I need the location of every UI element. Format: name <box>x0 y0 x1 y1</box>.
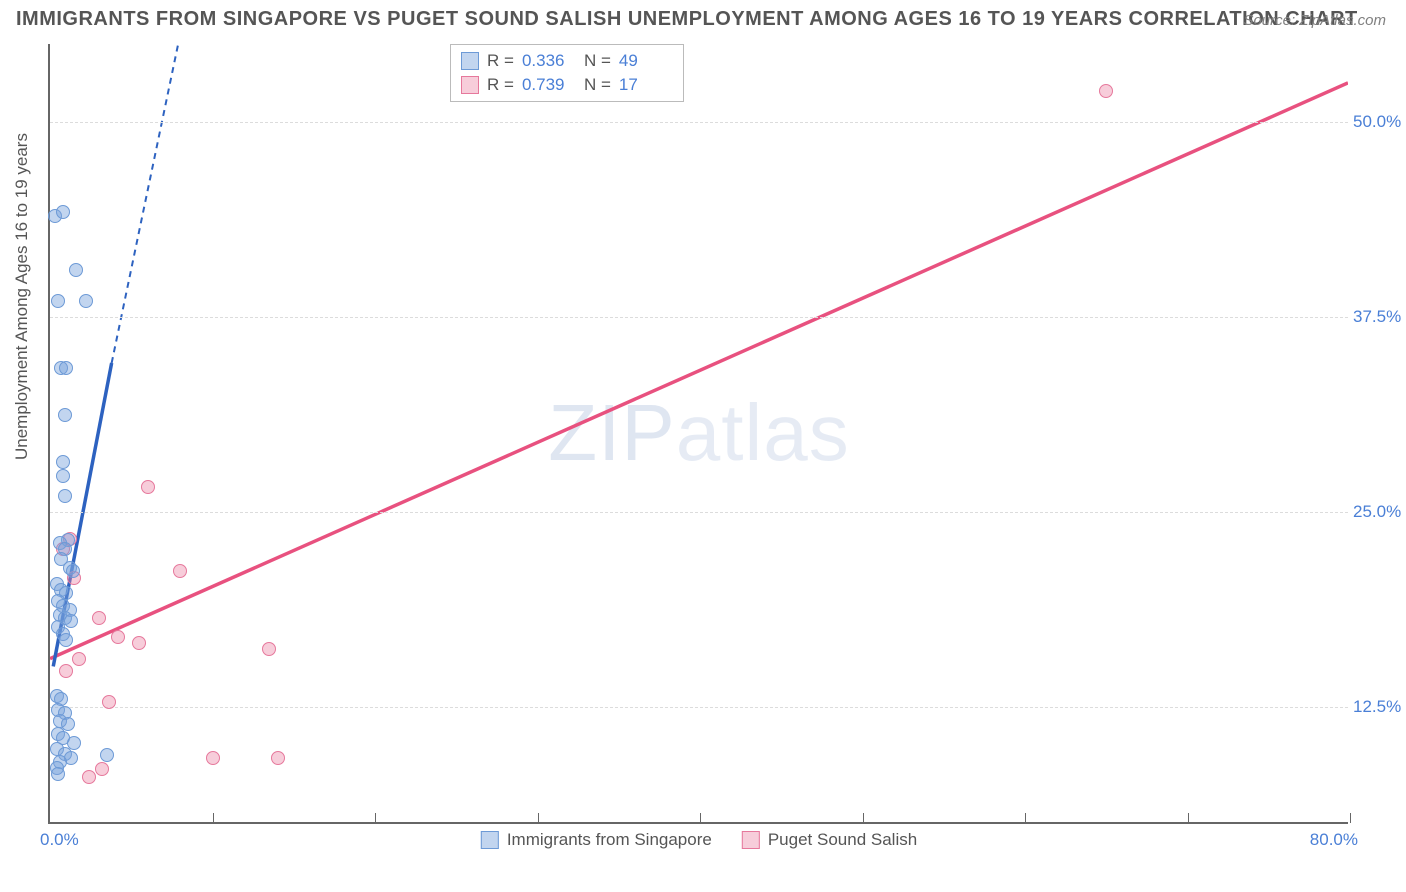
correlation-legend: R = 0.336 N = 49 R = 0.739 N = 17 <box>450 44 684 102</box>
data-point <box>206 751 220 765</box>
data-point <box>64 614 78 628</box>
y-tick-label: 12.5% <box>1353 697 1406 717</box>
x-axis-max-label: 80.0% <box>1310 830 1358 850</box>
data-point <box>58 489 72 503</box>
x-tick <box>1188 813 1189 823</box>
data-point <box>51 294 65 308</box>
r-label: R = <box>487 51 514 71</box>
watermark-part-b: atlas <box>676 388 850 477</box>
data-point <box>102 695 116 709</box>
trend-lines-layer <box>50 44 1348 822</box>
data-point <box>79 294 93 308</box>
watermark-part-a: ZIP <box>548 388 675 477</box>
legend-label-b: Puget Sound Salish <box>768 830 917 850</box>
n-label: N = <box>584 51 611 71</box>
data-point <box>59 633 73 647</box>
data-point <box>95 762 109 776</box>
x-tick <box>1350 813 1351 823</box>
gridline-h <box>50 707 1348 708</box>
x-tick <box>863 813 864 823</box>
legend-item-b: Puget Sound Salish <box>742 830 917 850</box>
data-point <box>262 642 276 656</box>
data-point <box>59 361 73 375</box>
plot-area: ZIPatlas R = 0.336 N = 49 R = 0.739 N = … <box>48 44 1348 824</box>
x-tick <box>1025 813 1026 823</box>
data-point <box>100 748 114 762</box>
data-point <box>271 751 285 765</box>
y-tick-label: 25.0% <box>1353 502 1406 522</box>
data-point <box>69 263 83 277</box>
legend-item-a: Immigrants from Singapore <box>481 830 712 850</box>
data-point <box>59 664 73 678</box>
legend-label-a: Immigrants from Singapore <box>507 830 712 850</box>
correlation-row-a: R = 0.336 N = 49 <box>461 49 673 73</box>
swatch-series-a <box>461 52 479 70</box>
data-point <box>66 564 80 578</box>
n-value-a: 49 <box>619 51 673 71</box>
correlation-row-b: R = 0.739 N = 17 <box>461 73 673 97</box>
trend-line <box>112 44 188 363</box>
gridline-h <box>50 512 1348 513</box>
x-tick <box>538 813 539 823</box>
gridline-h <box>50 122 1348 123</box>
y-axis-label: Unemployment Among Ages 16 to 19 years <box>12 133 32 460</box>
x-tick <box>375 813 376 823</box>
swatch-series-b <box>461 76 479 94</box>
x-tick <box>700 813 701 823</box>
data-point <box>58 408 72 422</box>
gridline-h <box>50 317 1348 318</box>
data-point <box>56 205 70 219</box>
data-point <box>1099 84 1113 98</box>
r-value-b: 0.739 <box>522 75 576 95</box>
swatch-series-a <box>481 831 499 849</box>
data-point <box>173 564 187 578</box>
data-point <box>111 630 125 644</box>
data-point <box>141 480 155 494</box>
watermark: ZIPatlas <box>548 387 849 479</box>
data-point <box>92 611 106 625</box>
trend-line <box>50 83 1348 659</box>
y-tick-label: 37.5% <box>1353 307 1406 327</box>
r-label: R = <box>487 75 514 95</box>
n-label: N = <box>584 75 611 95</box>
chart-title: IMMIGRANTS FROM SINGAPORE VS PUGET SOUND… <box>16 8 1358 31</box>
data-point <box>72 652 86 666</box>
data-point <box>56 469 70 483</box>
x-tick <box>213 813 214 823</box>
source-attribution: Source: ZipAtlas.com <box>1243 12 1386 29</box>
data-point <box>132 636 146 650</box>
series-legend: Immigrants from Singapore Puget Sound Sa… <box>481 830 917 850</box>
chart-container: IMMIGRANTS FROM SINGAPORE VS PUGET SOUND… <box>0 0 1406 892</box>
n-value-b: 17 <box>619 75 673 95</box>
swatch-series-b <box>742 831 760 849</box>
x-axis-min-label: 0.0% <box>40 830 79 850</box>
r-value-a: 0.336 <box>522 51 576 71</box>
y-tick-label: 50.0% <box>1353 112 1406 132</box>
data-point <box>56 455 70 469</box>
data-point <box>51 767 65 781</box>
data-point <box>82 770 96 784</box>
